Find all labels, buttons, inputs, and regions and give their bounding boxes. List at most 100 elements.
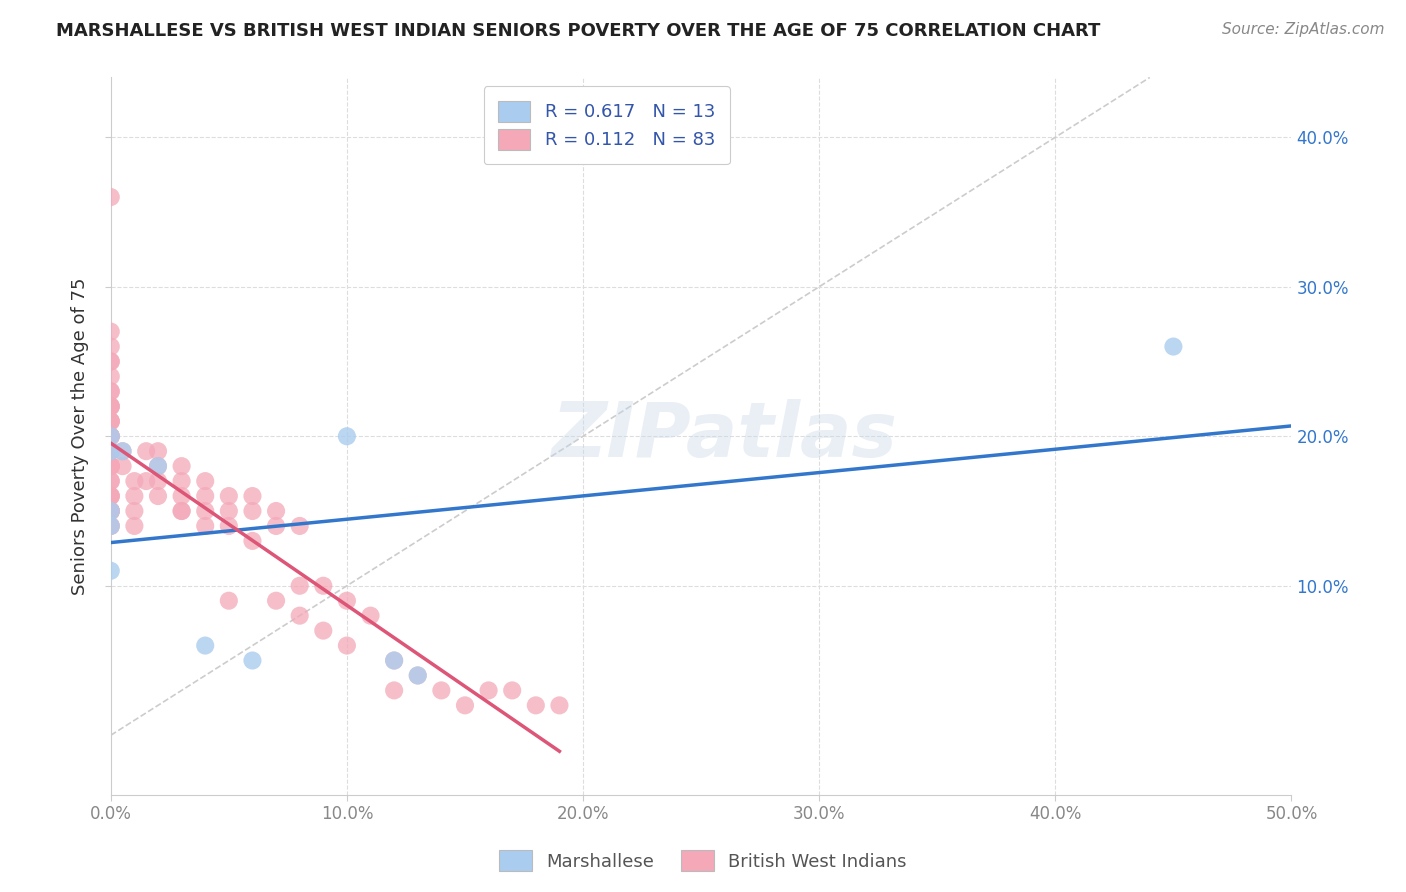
Point bbox=[501, 683, 523, 698]
Point bbox=[336, 593, 359, 607]
Point bbox=[242, 504, 264, 518]
Point bbox=[100, 400, 122, 414]
Point bbox=[100, 519, 122, 533]
Point bbox=[218, 593, 240, 607]
Point bbox=[100, 429, 122, 443]
Point bbox=[100, 504, 122, 518]
Point bbox=[100, 519, 122, 533]
Point bbox=[242, 533, 264, 548]
Point bbox=[100, 190, 122, 204]
Point bbox=[146, 459, 169, 474]
Point bbox=[100, 414, 122, 428]
Point bbox=[194, 489, 217, 503]
Point bbox=[382, 653, 405, 667]
Point bbox=[100, 444, 122, 458]
Point bbox=[100, 444, 122, 458]
Point bbox=[218, 519, 240, 533]
Point bbox=[100, 504, 122, 518]
Point bbox=[100, 489, 122, 503]
Point bbox=[548, 698, 571, 713]
Point bbox=[170, 504, 193, 518]
Point bbox=[100, 519, 122, 533]
Point bbox=[454, 698, 477, 713]
Text: Source: ZipAtlas.com: Source: ZipAtlas.com bbox=[1222, 22, 1385, 37]
Point bbox=[312, 579, 335, 593]
Point bbox=[100, 429, 122, 443]
Point bbox=[100, 504, 122, 518]
Point bbox=[170, 504, 193, 518]
Point bbox=[111, 459, 134, 474]
Point bbox=[360, 608, 382, 623]
Point bbox=[100, 444, 122, 458]
Point bbox=[264, 519, 287, 533]
Point bbox=[406, 668, 429, 682]
Point bbox=[146, 489, 169, 503]
Point bbox=[100, 354, 122, 368]
Point bbox=[100, 564, 122, 578]
Point bbox=[100, 414, 122, 428]
Point bbox=[100, 400, 122, 414]
Point bbox=[242, 653, 264, 667]
Point bbox=[100, 414, 122, 428]
Point bbox=[170, 459, 193, 474]
Point bbox=[1163, 340, 1185, 354]
Point bbox=[406, 668, 429, 682]
Point bbox=[100, 459, 122, 474]
Point bbox=[100, 504, 122, 518]
Point bbox=[312, 624, 335, 638]
Point bbox=[146, 444, 169, 458]
Text: MARSHALLESE VS BRITISH WEST INDIAN SENIORS POVERTY OVER THE AGE OF 75 CORRELATIO: MARSHALLESE VS BRITISH WEST INDIAN SENIO… bbox=[56, 22, 1101, 40]
Point bbox=[100, 325, 122, 339]
Point bbox=[111, 444, 134, 458]
Point bbox=[218, 489, 240, 503]
Point bbox=[100, 474, 122, 488]
Point bbox=[170, 474, 193, 488]
Point bbox=[100, 400, 122, 414]
Point bbox=[336, 429, 359, 443]
Point bbox=[111, 444, 134, 458]
Point bbox=[100, 444, 122, 458]
Legend: Marshallese, British West Indians: Marshallese, British West Indians bbox=[492, 843, 914, 879]
Point bbox=[100, 459, 122, 474]
Legend: R = 0.617   N = 13, R = 0.112   N = 83: R = 0.617 N = 13, R = 0.112 N = 83 bbox=[484, 87, 730, 164]
Point bbox=[100, 459, 122, 474]
Point bbox=[264, 593, 287, 607]
Point bbox=[100, 429, 122, 443]
Point bbox=[100, 459, 122, 474]
Point bbox=[135, 444, 157, 458]
Point bbox=[124, 474, 146, 488]
Point bbox=[124, 519, 146, 533]
Point bbox=[194, 474, 217, 488]
Point bbox=[124, 504, 146, 518]
Point bbox=[100, 354, 122, 368]
Point bbox=[288, 519, 311, 533]
Point bbox=[100, 384, 122, 399]
Point bbox=[194, 504, 217, 518]
Point bbox=[100, 489, 122, 503]
Point bbox=[524, 698, 547, 713]
Point bbox=[100, 369, 122, 384]
Point bbox=[135, 474, 157, 488]
Point bbox=[100, 504, 122, 518]
Point bbox=[264, 504, 287, 518]
Point bbox=[124, 489, 146, 503]
Point bbox=[100, 474, 122, 488]
Point bbox=[170, 489, 193, 503]
Point bbox=[430, 683, 453, 698]
Point bbox=[146, 459, 169, 474]
Point bbox=[242, 489, 264, 503]
Point bbox=[100, 384, 122, 399]
Point bbox=[194, 639, 217, 653]
Point bbox=[336, 639, 359, 653]
Point bbox=[478, 683, 501, 698]
Point bbox=[218, 504, 240, 518]
Point bbox=[382, 683, 405, 698]
Point bbox=[382, 653, 405, 667]
Y-axis label: Seniors Poverty Over the Age of 75: Seniors Poverty Over the Age of 75 bbox=[72, 277, 89, 595]
Point bbox=[194, 519, 217, 533]
Point bbox=[288, 608, 311, 623]
Point bbox=[146, 474, 169, 488]
Text: ZIPatlas: ZIPatlas bbox=[551, 400, 897, 474]
Point bbox=[288, 579, 311, 593]
Point bbox=[100, 429, 122, 443]
